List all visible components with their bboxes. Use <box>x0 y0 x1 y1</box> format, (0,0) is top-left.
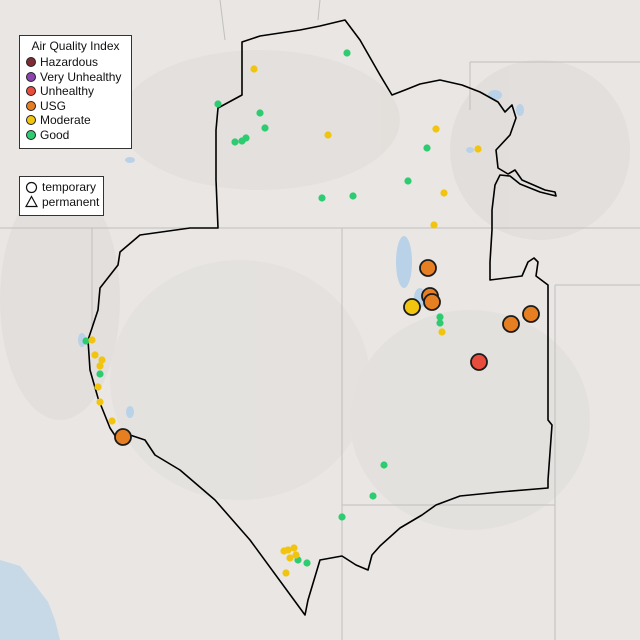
legend-label: Hazardous <box>40 55 99 69</box>
monitor-site-good[interactable] <box>261 124 269 132</box>
circle-outline-icon <box>24 180 38 194</box>
legend-item-good: Good <box>26 128 125 143</box>
monitor-site-good[interactable] <box>380 461 388 469</box>
monitor-site-moderate[interactable] <box>403 298 421 316</box>
legend-item-usg: USG <box>26 99 125 114</box>
monitor-site-moderate[interactable] <box>286 554 294 562</box>
monitor-site-usg[interactable] <box>502 315 520 333</box>
monitor-type-legend: temporary permanent <box>19 176 104 216</box>
monitor-site-moderate[interactable] <box>324 131 332 139</box>
monitor-site-usg[interactable] <box>419 259 437 277</box>
good-swatch <box>26 129 36 140</box>
monitor-site-usg[interactable] <box>522 305 540 323</box>
monitor-site-moderate[interactable] <box>290 544 298 552</box>
legend-item-very-unhealthy: Very Unhealthy <box>26 70 125 85</box>
legend-label: permanent <box>42 194 100 209</box>
legend-item-temporary: temporary <box>24 180 99 195</box>
monitor-site-moderate[interactable] <box>96 362 104 370</box>
monitor-site-good[interactable] <box>404 177 412 185</box>
monitor-site-good[interactable] <box>369 492 377 500</box>
monitor-site-usg[interactable] <box>423 293 441 311</box>
aqi-legend: Air Quality Index Hazardous Very Unhealt… <box>19 35 132 149</box>
monitor-site-moderate[interactable] <box>474 145 482 153</box>
monitor-site-moderate[interactable] <box>432 125 440 133</box>
legend-item-moderate: Moderate <box>26 113 125 128</box>
monitor-site-good[interactable] <box>256 109 264 117</box>
monitor-site-moderate[interactable] <box>98 356 106 364</box>
legend-item-permanent: permanent <box>24 195 99 210</box>
monitor-site-good[interactable] <box>231 138 239 146</box>
triangle-outline-icon <box>24 195 38 209</box>
hazardous-swatch <box>26 57 36 68</box>
unhealthy-swatch <box>26 86 36 97</box>
monitor-site-unhealthy[interactable] <box>470 353 488 371</box>
usg-swatch <box>26 100 36 111</box>
monitor-site-good[interactable] <box>82 337 90 345</box>
monitor-site-moderate[interactable] <box>91 351 99 359</box>
monitor-site-moderate[interactable] <box>88 336 96 344</box>
monitor-site-good[interactable] <box>436 313 444 321</box>
aqi-legend-title: Air Quality Index <box>31 39 120 53</box>
legend-label: Unhealthy <box>40 84 95 98</box>
monitor-site-good[interactable] <box>238 137 246 145</box>
moderate-swatch <box>26 115 36 126</box>
legend-label: Moderate <box>40 113 91 127</box>
monitor-site-good[interactable] <box>338 513 346 521</box>
monitor-site-good[interactable] <box>96 370 104 378</box>
monitor-site-moderate[interactable] <box>430 221 438 229</box>
monitor-site-moderate[interactable] <box>292 551 300 559</box>
monitor-site-moderate[interactable] <box>440 189 448 197</box>
monitor-site-good[interactable] <box>303 559 311 567</box>
very-unhealthy-swatch <box>26 71 36 82</box>
monitor-site-moderate[interactable] <box>250 65 258 73</box>
ocean <box>0 560 60 640</box>
monitor-site-moderate[interactable] <box>96 398 104 406</box>
monitor-site-moderate[interactable] <box>438 328 446 336</box>
legend-item-unhealthy: Unhealthy <box>26 84 125 99</box>
legend-item-hazardous: Hazardous <box>26 55 125 70</box>
region-boundary <box>87 19 557 616</box>
monitor-site-good[interactable] <box>436 319 444 327</box>
monitor-site-good[interactable] <box>343 49 351 57</box>
legend-label: Very Unhealthy <box>40 69 122 84</box>
monitor-site-usg[interactable] <box>114 428 132 446</box>
monitor-site-moderate[interactable] <box>280 547 288 555</box>
monitor-site-moderate[interactable] <box>94 383 102 391</box>
monitor-sites <box>82 49 540 577</box>
legend-label: USG <box>40 98 67 113</box>
monitor-site-good[interactable] <box>423 144 431 152</box>
legend-label: Good <box>40 127 70 142</box>
legend-label: temporary <box>42 180 97 194</box>
monitor-site-moderate[interactable] <box>108 417 116 425</box>
monitor-site-good[interactable] <box>349 192 357 200</box>
monitor-site-good[interactable] <box>318 194 326 202</box>
monitor-site-moderate[interactable] <box>282 569 290 577</box>
monitor-site-good[interactable] <box>214 100 222 108</box>
